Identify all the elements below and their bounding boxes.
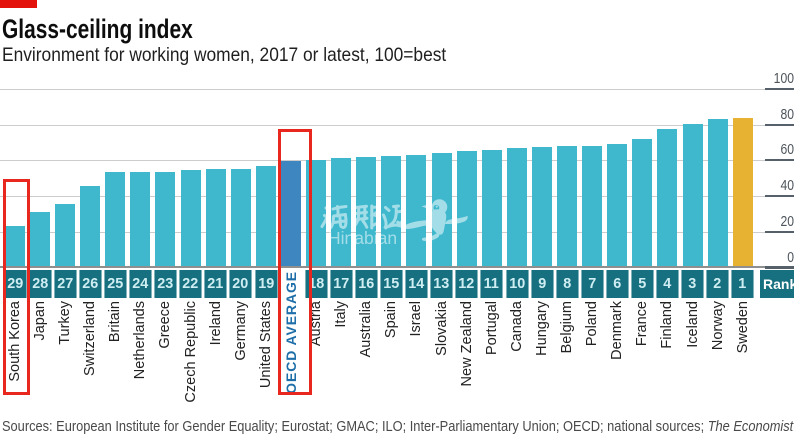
- svg-text:Hinabian: Hinabian: [328, 228, 397, 248]
